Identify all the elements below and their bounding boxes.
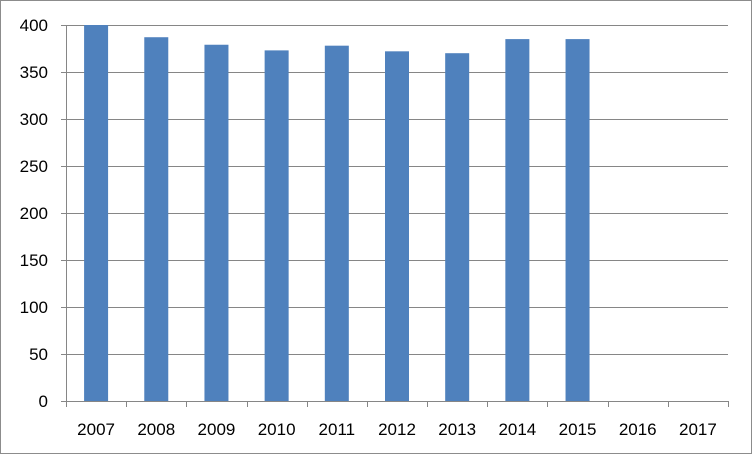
x-tick-label: 2007 [77,420,115,439]
y-tick-label: 250 [20,157,48,176]
bar-2011 [324,45,349,402]
x-tick-label: 2009 [198,420,236,439]
x-tick-label: 2010 [258,420,296,439]
bars [84,25,590,402]
x-tick-label: 2015 [559,420,597,439]
y-tick-label: 50 [29,345,48,364]
x-tick-label: 2016 [619,420,657,439]
y-tick-label: 300 [20,110,48,129]
x-tick-labels: 2007 2008 2009 2010 2011 2012 2013 2014 2015 2016… [77,420,717,439]
bar-2009 [204,44,229,402]
bar-2010 [264,50,289,401]
y-tick-label: 150 [20,251,48,270]
bar-2007 [84,25,109,401]
x-tick-label: 2012 [378,420,416,439]
bar-2014 [505,39,530,401]
bar-2008 [144,37,169,401]
y-tick-label: 200 [20,204,48,223]
x-tick-label: 2014 [498,420,536,439]
x-tick-label: 2008 [137,420,175,439]
y-tick-label: 0 [39,392,48,411]
bar-2015 [565,39,590,401]
bar-2012 [385,51,409,401]
y-tick-label: 100 [20,298,48,317]
bar-2013 [445,53,470,401]
axes [61,25,729,407]
y-tick-labels: 0 50 100 150 200 250 300 350 400 [20,16,48,411]
x-tick-label: 2017 [679,420,717,439]
x-tick-label: 2011 [319,420,356,439]
y-tick-label: 400 [20,16,48,35]
x-tick-label: 2013 [438,420,476,439]
y-tick-label: 350 [20,63,48,82]
